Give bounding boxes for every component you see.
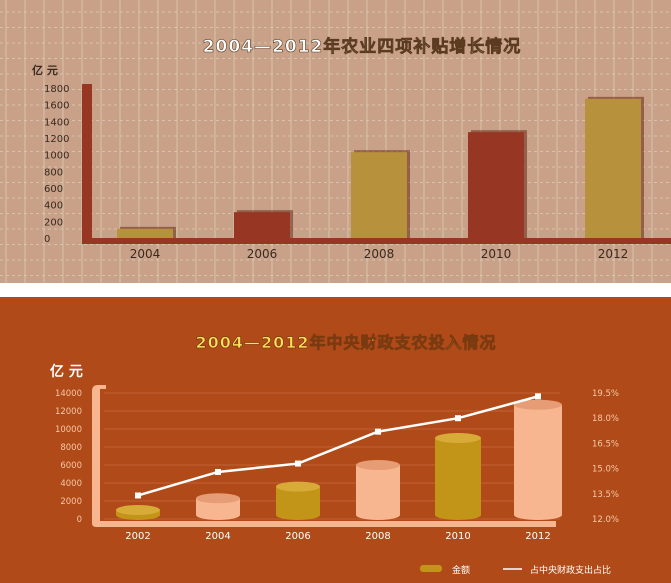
right-y-tick-label: 16.5% — [592, 439, 619, 449]
y-tick-label: 1200 — [44, 134, 69, 145]
right-y-tick-label: 18.0% — [592, 414, 619, 424]
y-tick-label: 800 — [44, 167, 63, 178]
cylinder-top — [116, 505, 160, 515]
legend-label-share: 占中央财政支出占比 — [530, 564, 611, 576]
bar-body — [117, 228, 173, 238]
left-y-tick-label: 8000 — [60, 443, 82, 453]
x-axis-ticks: 2002 2004 2006 2008 2010 2012 — [125, 531, 550, 542]
cylinder-bar — [196, 493, 240, 520]
x-tick-label: 2012 — [598, 247, 629, 261]
line-point — [295, 460, 301, 467]
x-tick-label: 2004 — [130, 247, 161, 261]
cylinder-top — [356, 460, 400, 470]
x-tick-label: 2008 — [364, 247, 395, 261]
cylinder-top — [435, 433, 481, 443]
cylinder-body — [514, 404, 562, 515]
left-y-tick-label: 14000 — [55, 389, 82, 399]
subsidy-bar-chart: 2004—2012年农业四项补贴增长情况 亿 元 0 200 400 600 800 10… — [0, 0, 671, 283]
right-y-tick-label: 13.5% — [592, 490, 619, 500]
y-axis-ticks: 0 200 400 600 800 1000 1200 1400 1600 1800 — [44, 84, 69, 245]
y-axis-unit-label: 亿 元 — [32, 63, 58, 77]
bar — [117, 226, 176, 238]
x-tick-label: 2010 — [481, 247, 512, 261]
line-point — [535, 393, 541, 400]
y-tick-label: 1800 — [44, 84, 69, 95]
y-axis-bar — [82, 84, 92, 244]
cylinder-top — [514, 399, 562, 410]
cylinder-base — [356, 510, 400, 520]
cylinder-bars — [116, 399, 562, 520]
legend-swatch-bar — [420, 565, 442, 572]
bar — [585, 96, 644, 238]
bar-body — [468, 132, 524, 238]
y-axis-unit-label: 亿 元 — [50, 363, 83, 380]
y-tick-label: 400 — [44, 201, 63, 212]
share-line-points — [135, 393, 541, 499]
legend-label-amount: 金额 — [452, 564, 470, 576]
axis-frame — [92, 385, 556, 527]
chart-title: 2004—2012年农业四项补贴增长情况 — [203, 36, 522, 57]
cylinder-base — [514, 510, 562, 520]
y-tick-label: 1000 — [44, 151, 69, 162]
bars — [117, 96, 644, 238]
left-y-tick-label: 0 — [77, 515, 82, 525]
x-tick-label: 2006 — [285, 531, 310, 542]
x-tick-label: 2006 — [247, 247, 278, 261]
left-y-tick-label: 12000 — [55, 407, 82, 417]
cylinder-body — [435, 438, 481, 515]
left-y-tick-label: 4000 — [60, 479, 82, 489]
x-axis-ticks: 2004 2006 2008 2010 2012 — [130, 247, 629, 261]
line-point — [375, 428, 381, 435]
right-y-tick-label: 19.5% — [592, 389, 619, 399]
y-tick-label: 1400 — [44, 117, 69, 128]
left-axis-ticks: 0 2000 4000 6000 8000 10000 12000 14000 — [55, 389, 82, 525]
legend: 金额 占中央财政支出占比 — [420, 564, 611, 576]
line-point — [215, 468, 221, 475]
y-tick-label: 600 — [44, 184, 63, 195]
x-tick-label: 2010 — [445, 531, 470, 542]
cylinder-top — [196, 493, 240, 504]
cylinder-body — [356, 465, 400, 515]
y-tick-label: 0 — [44, 234, 50, 245]
x-tick-label: 2004 — [205, 531, 230, 542]
x-tick-label: 2008 — [365, 531, 390, 542]
share-line — [137, 395, 539, 497]
y-tick-label: 1600 — [44, 101, 69, 112]
left-y-tick-label: 10000 — [55, 425, 82, 435]
left-y-tick-label: 2000 — [60, 497, 82, 507]
fiscal-support-chart-panel: 2004—2012年中央财政支农投入情况 亿 元 0 2000 4000 6000 80… — [0, 297, 671, 583]
cylinder-bar — [356, 460, 400, 520]
x-axis-bar — [82, 238, 671, 244]
chart-title: 2004—2012年中央财政支农投入情况 — [195, 333, 496, 352]
right-axis-ticks: 12.0% 13.5% 15.0% 16.5% 18.0% 19.5% — [592, 389, 619, 525]
cylinder-base — [276, 510, 320, 520]
right-y-tick-label: 12.0% — [592, 515, 619, 525]
y-tick-label: 200 — [44, 217, 63, 228]
subsidy-chart-panel: 2004—2012年农业四项补贴增长情况 亿 元 0 200 400 600 800 10… — [0, 0, 671, 283]
bar — [468, 130, 527, 238]
cylinder-bar — [276, 481, 320, 520]
cylinder-top — [276, 481, 320, 492]
line-point — [455, 415, 461, 422]
bar-body — [351, 152, 407, 238]
bar — [234, 210, 293, 238]
cylinder-base — [196, 510, 240, 520]
grid-lines — [104, 392, 560, 520]
cylinder-bar — [116, 505, 160, 520]
bar-body — [234, 212, 290, 238]
x-tick-label: 2002 — [125, 531, 150, 542]
bar — [351, 150, 410, 238]
x-tick-label: 2012 — [525, 531, 550, 542]
cylinder-base — [435, 510, 481, 520]
bar-body — [585, 98, 641, 238]
cylinder-bar — [514, 399, 562, 520]
line-point — [135, 492, 141, 499]
right-y-tick-label: 15.0% — [592, 465, 619, 475]
left-y-tick-label: 6000 — [60, 461, 82, 471]
fiscal-combo-chart: 2004—2012年中央财政支农投入情况 亿 元 0 2000 4000 6000 80… — [50, 333, 619, 576]
cylinder-bar — [435, 433, 481, 520]
